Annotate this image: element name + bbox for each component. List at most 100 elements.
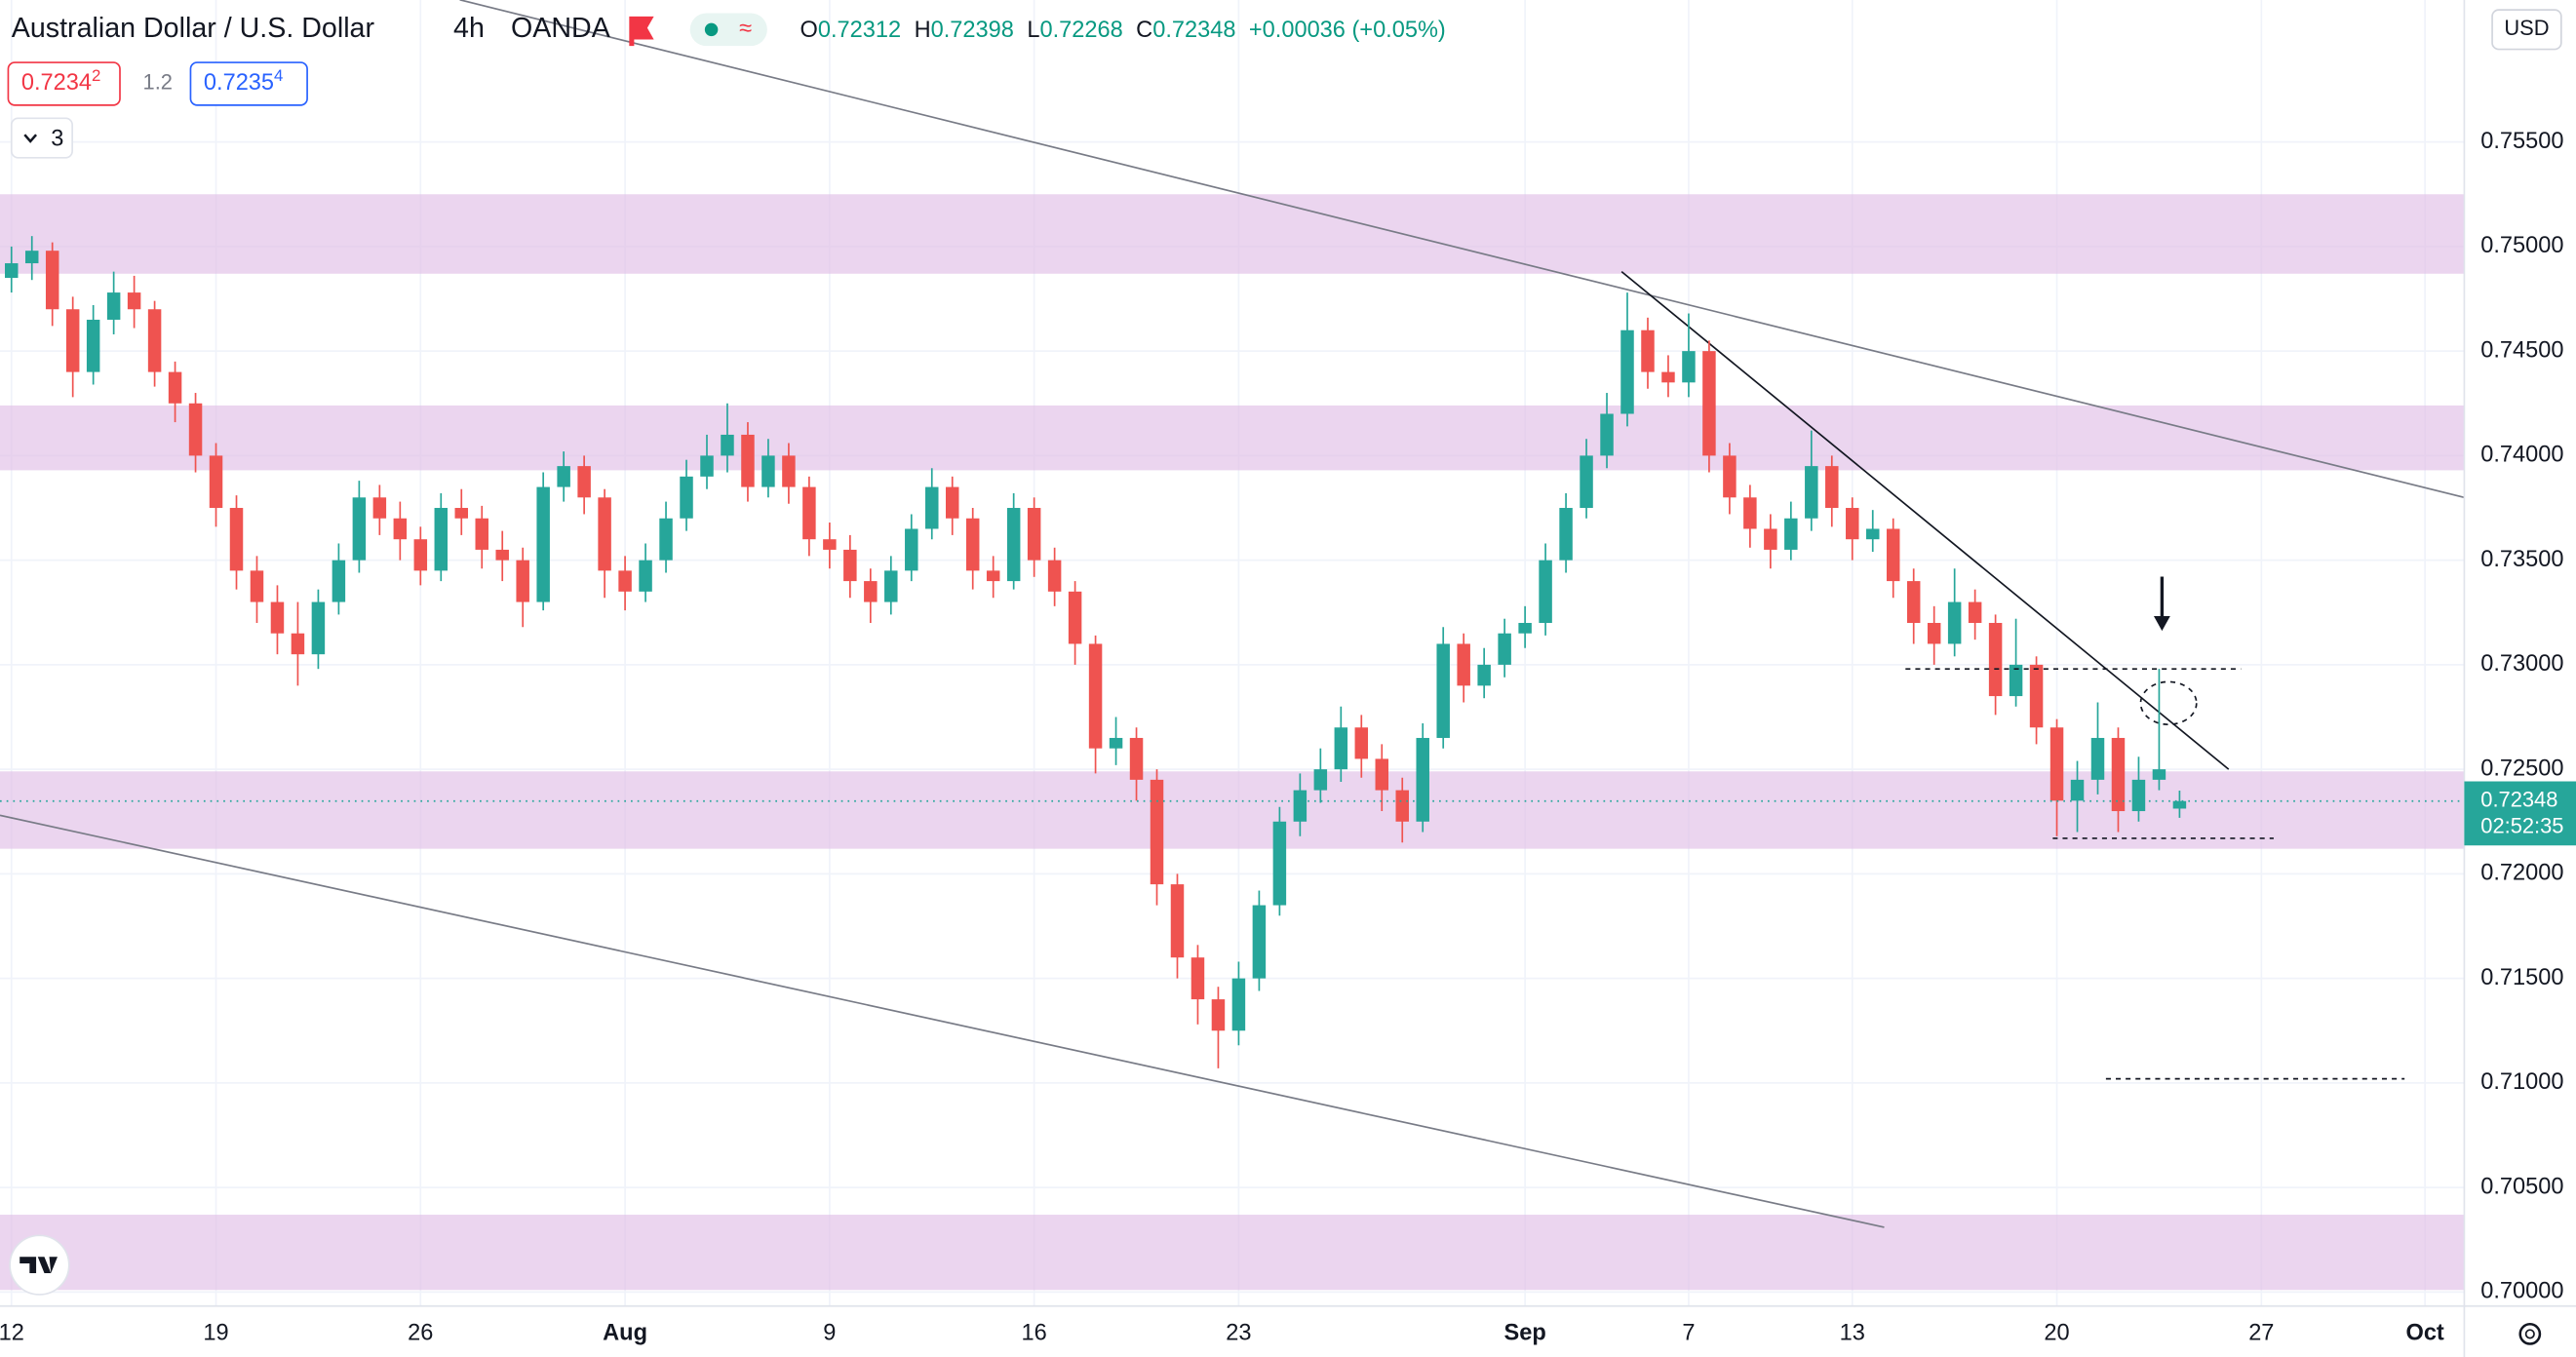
- candle-body: [1805, 466, 1818, 519]
- candle-body: [1866, 528, 1880, 540]
- symbol-title: Australian Dollar / U.S. Dollar: [12, 13, 375, 44]
- candle-body: [1947, 601, 1962, 644]
- x-tick-label: 7: [1682, 1320, 1695, 1345]
- candle-body: [1498, 633, 1511, 665]
- status-dot: [704, 22, 719, 37]
- x-tick-label: 16: [1022, 1320, 1047, 1345]
- chevron: [23, 134, 38, 143]
- candle-body: [127, 292, 141, 310]
- candle-body: [598, 497, 611, 571]
- candle-body: [925, 486, 939, 529]
- candle-body: [1886, 528, 1900, 582]
- candle-body: [270, 601, 285, 634]
- y-tick-label: 0.71500: [2480, 964, 2563, 989]
- x-tick-label: 23: [1226, 1320, 1251, 1345]
- candle-body: [741, 434, 755, 487]
- candle-body: [372, 497, 387, 519]
- settings-icon[interactable]: [2518, 1323, 2542, 1345]
- y-tick-label: 0.73000: [2480, 650, 2563, 676]
- currency-button[interactable]: [2491, 9, 2562, 51]
- last-price-label: 0.72348: [2480, 788, 2557, 812]
- candle-body: [1825, 466, 1839, 509]
- y-tick-label: 0.72000: [2480, 860, 2563, 885]
- candle-body: [86, 319, 100, 372]
- candle-body: [1477, 664, 1491, 686]
- candle-body: [2152, 769, 2166, 780]
- trendline: [1620, 270, 2230, 770]
- sell-button[interactable]: [7, 61, 121, 106]
- status-pill[interactable]: [689, 13, 767, 47]
- candle-body: [557, 466, 570, 487]
- candle-body: [2070, 779, 2085, 801]
- logo-circle[interactable]: [9, 1234, 70, 1296]
- candle-body: [1293, 790, 1308, 822]
- spread: 1.2: [143, 70, 173, 95]
- price-zone: [0, 1215, 2465, 1291]
- candle-body: [1088, 643, 1103, 749]
- buy-button[interactable]: [189, 61, 308, 106]
- candle-body: [823, 539, 837, 550]
- flag-icon[interactable]: [629, 16, 654, 47]
- candle-body: [65, 309, 80, 372]
- candle-body: [700, 455, 714, 477]
- candle-body: [1641, 330, 1655, 372]
- candle-body: [1416, 737, 1429, 822]
- y-tick-label: 0.74000: [2480, 442, 2563, 467]
- gear[interactable]: [2518, 1323, 2542, 1345]
- candle-body: [2049, 727, 2064, 801]
- interval: 4h: [453, 13, 485, 44]
- x-tick-label: 19: [203, 1320, 228, 1345]
- indicators-button[interactable]: [10, 117, 73, 159]
- candle-body: [516, 560, 529, 602]
- candle-body: [1580, 455, 1593, 509]
- candle-body: [475, 518, 488, 550]
- candle-body: [1457, 643, 1470, 686]
- y-tick-label: 0.75500: [2480, 128, 2563, 153]
- candle-body: [352, 497, 367, 561]
- candle-body: [2131, 779, 2146, 812]
- x-tick-label: 20: [2044, 1320, 2069, 1345]
- candle-body: [1723, 455, 1737, 498]
- sell-main: 0.7234: [21, 69, 92, 95]
- y-tick-label: 0.72500: [2480, 755, 2563, 780]
- candle-body: [1743, 497, 1757, 529]
- candle-body: [1354, 727, 1369, 759]
- candle-body: [311, 601, 326, 655]
- x-tick-label: 13: [1840, 1320, 1865, 1345]
- candle-body: [1252, 905, 1267, 979]
- last-price-box: [2464, 781, 2576, 846]
- price-zone: [0, 405, 2465, 471]
- y-tick-label: 0.70000: [2480, 1278, 2563, 1303]
- candle-body: [1006, 508, 1021, 582]
- candle-body: [1375, 758, 1389, 791]
- y-tick-label: 0.74500: [2480, 336, 2563, 362]
- candle-body: [618, 570, 632, 592]
- y-tick-label: 0.73500: [2480, 546, 2563, 571]
- candle-body: [1846, 508, 1859, 540]
- candle-body: [5, 263, 19, 279]
- highlight-ellipse: [2139, 680, 2198, 726]
- candle-body: [209, 455, 223, 509]
- sell-price: 0.72342: [21, 67, 100, 96]
- quote-value: 0.72312: [818, 17, 901, 42]
- header: Australian Dollar / U.S. Dollar 4h OANDA…: [7, 13, 1446, 159]
- candle-body: [2009, 664, 2023, 697]
- quote-key: C: [1136, 17, 1152, 42]
- candle-body: [802, 486, 816, 540]
- quote-value: 0.72398: [931, 17, 1014, 42]
- candle-body: [229, 508, 244, 571]
- x-tick-label: 12: [0, 1320, 24, 1345]
- candle-body: [2029, 664, 2044, 728]
- x-tick-label: Oct: [2405, 1320, 2443, 1345]
- candle-body: [1764, 528, 1777, 550]
- quote-key: H: [915, 17, 931, 42]
- plot-area: [0, 0, 2465, 1306]
- candle-body: [24, 251, 39, 264]
- candle-body: [1272, 821, 1287, 906]
- candle-body: [1661, 371, 1675, 383]
- candle-body: [168, 371, 182, 404]
- trendline: [459, 0, 2465, 499]
- candle-body: [945, 486, 959, 519]
- quote-value: 0.72268: [1039, 17, 1122, 42]
- tv-logo[interactable]: [9, 1234, 70, 1296]
